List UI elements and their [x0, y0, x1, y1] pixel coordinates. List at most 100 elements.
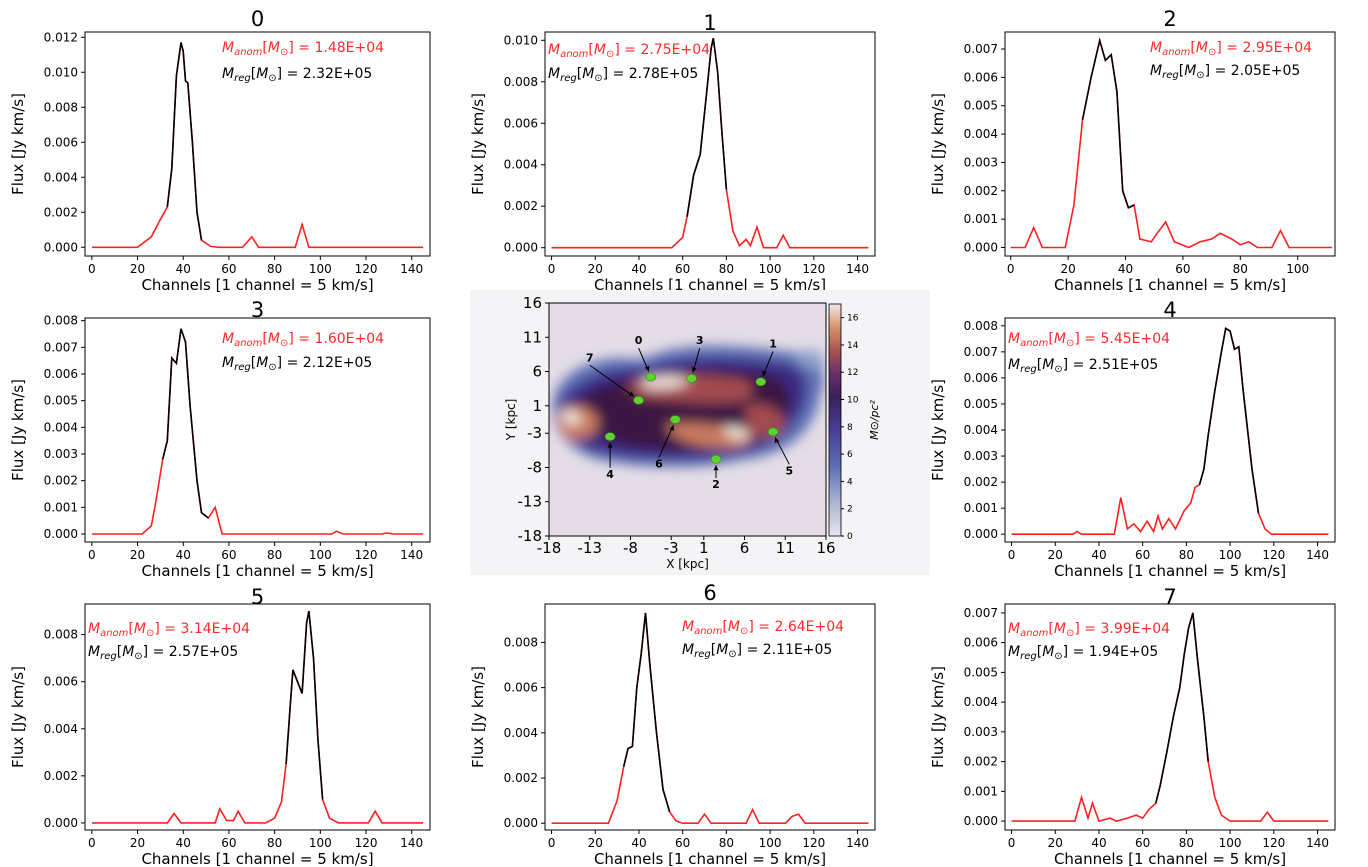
x-tick-label: 20	[130, 548, 145, 562]
mass-anomalous-annotation: Manom[M⊙] = 2.64E+04	[682, 619, 844, 637]
marker-arrow	[658, 424, 674, 458]
y-tick-label: 0.003	[964, 725, 998, 739]
x-tick-label: 80	[1179, 548, 1194, 562]
spectrum-panel-1: 1 0 20 40 60 80 100 120 140 0.000 0.002 0.004 0.006 0…	[469, 11, 876, 294]
map-x-tick-label: 16	[816, 539, 835, 557]
mass-regular-annotation: Mreg[M⊙] = 2.57E+05	[88, 644, 238, 662]
y-tick-label: 0.004	[44, 170, 78, 184]
plot-frame	[544, 603, 876, 831]
y-tick-label: 0.000	[504, 241, 538, 255]
mass-regular-annotation: Mreg[M⊙] = 2.78E+05	[548, 66, 698, 84]
map-x-tick-label: 11	[776, 539, 795, 557]
x-tick-label: 100	[309, 262, 332, 276]
x-tick-label: 0	[1007, 262, 1015, 276]
marker-arrowhead	[762, 370, 767, 377]
map-y-axis-label: Y [kpc]	[504, 399, 518, 442]
x-tick-label: 60	[221, 548, 236, 562]
x-tick-label: 140	[1306, 548, 1329, 562]
y-tick-label: 0.008	[44, 628, 78, 642]
mass-regular-value: = 2.05E+05	[1210, 63, 1300, 79]
map-x-tick-label: -13	[577, 539, 602, 557]
spectrum-panel-7: 7 0 20 40 60 80 100 120 140 0.000 0.001 0.002 0.003 0…	[929, 585, 1336, 867]
map-y-tick-label: -3	[527, 424, 542, 442]
y-tick-label: 0.003	[964, 155, 998, 169]
mass-anomalous-annotation: Manom[M⊙] = 2.95E+04	[1150, 40, 1312, 58]
mass-regular-value: = 2.78E+05	[608, 66, 698, 82]
mass-regular-annotation: Mreg[M⊙] = 1.94E+05	[1008, 644, 1158, 662]
spectrum-panel-6: 60 20 40 60 80 100 120 1400.0000.0020.0040.0060…	[469, 581, 876, 867]
colorbar-tick-label: 14	[847, 341, 859, 351]
colorbar-tick-label: 16	[847, 314, 859, 324]
panel-title: 4	[1163, 298, 1176, 322]
region-marker	[633, 396, 644, 405]
panel-title: 3	[251, 298, 264, 322]
y-tick-label: 0.003	[964, 449, 998, 463]
x-tick-label: 80	[267, 836, 282, 850]
x-tick-label: 100	[759, 836, 782, 850]
mass-anomalous-annotation: Manom[M⊙] = 5.45E+04	[1008, 331, 1170, 349]
y-tick-label: 0.004	[44, 722, 78, 736]
region-marker-label: 4	[606, 468, 614, 481]
x-tick-label: 120	[355, 836, 378, 850]
map-x-tick-label: 6	[740, 539, 750, 557]
flux-line-anomalous	[91, 610, 424, 824]
density-blob	[722, 426, 750, 440]
y-tick-label: 0.008	[504, 75, 538, 89]
y-tick-label: 0.005	[44, 394, 78, 408]
plot-frame	[1004, 31, 1336, 257]
x-tick-label: 80	[719, 262, 734, 276]
y-tick-label: 0.005	[964, 397, 998, 411]
mass-regular-value: = 2.12E+05	[282, 355, 372, 371]
y-tick-label: 0.012	[44, 30, 78, 44]
marker-arrowhead	[607, 442, 613, 448]
x-tick-label: 0	[548, 836, 556, 850]
marker-arrowhead	[669, 425, 675, 431]
x-tick-label: 40	[176, 262, 191, 276]
y-tick-label: 0.002	[504, 771, 538, 785]
flux-line-regular	[161, 328, 209, 519]
x-tick-label: 80	[267, 548, 282, 562]
plot-frame	[84, 603, 431, 831]
y-tick-label: 0.000	[964, 527, 998, 541]
y-axis-label: Flux [Jy km/s]	[929, 93, 947, 195]
marker-arrowhead	[774, 437, 780, 444]
map-x-tick-label: -3	[664, 539, 679, 557]
x-tick-label: 20	[1060, 262, 1075, 276]
mass-anomalous-annotation: Manom[M⊙] = 2.75E+04	[548, 42, 710, 60]
y-tick-label: 0.006	[44, 367, 78, 381]
panel-title: 2	[1163, 7, 1176, 31]
x-tick-label: 40	[1091, 836, 1106, 850]
x-tick-label: 100	[759, 262, 782, 276]
y-axis-label: Flux [Jy km/s]	[929, 666, 947, 768]
spectrum-panel-3: 3 0 20 40 60 80 100 120 140 0.000 0.001 0.002 0.003 0…	[9, 298, 431, 580]
y-tick-label: 0.000	[44, 527, 78, 541]
x-tick-label: 140	[1306, 836, 1329, 850]
map-y-tick-label: -13	[518, 493, 543, 511]
flux-line-regular	[285, 610, 324, 800]
y-axis-label: Flux [Jy km/s]	[469, 93, 487, 195]
x-tick-label: 140	[846, 836, 869, 850]
y-tick-label: 0.002	[964, 475, 998, 489]
region-marker	[767, 427, 779, 437]
x-tick-label: 120	[355, 548, 378, 562]
region-marker-label: 2	[712, 478, 720, 491]
region-marker-label: 6	[655, 457, 663, 470]
y-tick-label: 0.000	[964, 240, 998, 254]
mass-anomalous-value: = 5.45E+04	[1080, 331, 1170, 347]
x-axis-label: Channels [1 channel = 5 km/s]	[594, 850, 826, 867]
x-tick-label: 20	[1048, 836, 1063, 850]
marker-arrow	[589, 364, 635, 397]
x-axis-label: Channels [1 channel = 5 km/s]	[1054, 850, 1286, 867]
panel-title: 5	[251, 585, 264, 609]
y-tick-label: 0.007	[44, 340, 78, 354]
map-x-tick-label: 1	[699, 539, 709, 557]
x-axis-label: Channels [1 channel = 5 km/s]	[1054, 562, 1286, 580]
y-tick-label: 0.006	[504, 116, 538, 130]
x-tick-label: 0	[88, 836, 96, 850]
y-tick-label: 0.004	[44, 420, 78, 434]
panel-title: 6	[703, 581, 716, 605]
x-tick-label: 120	[1262, 548, 1285, 562]
y-tick-label: 0.002	[964, 184, 998, 198]
x-tick-label: 80	[719, 836, 734, 850]
x-tick-label: 20	[130, 836, 145, 850]
